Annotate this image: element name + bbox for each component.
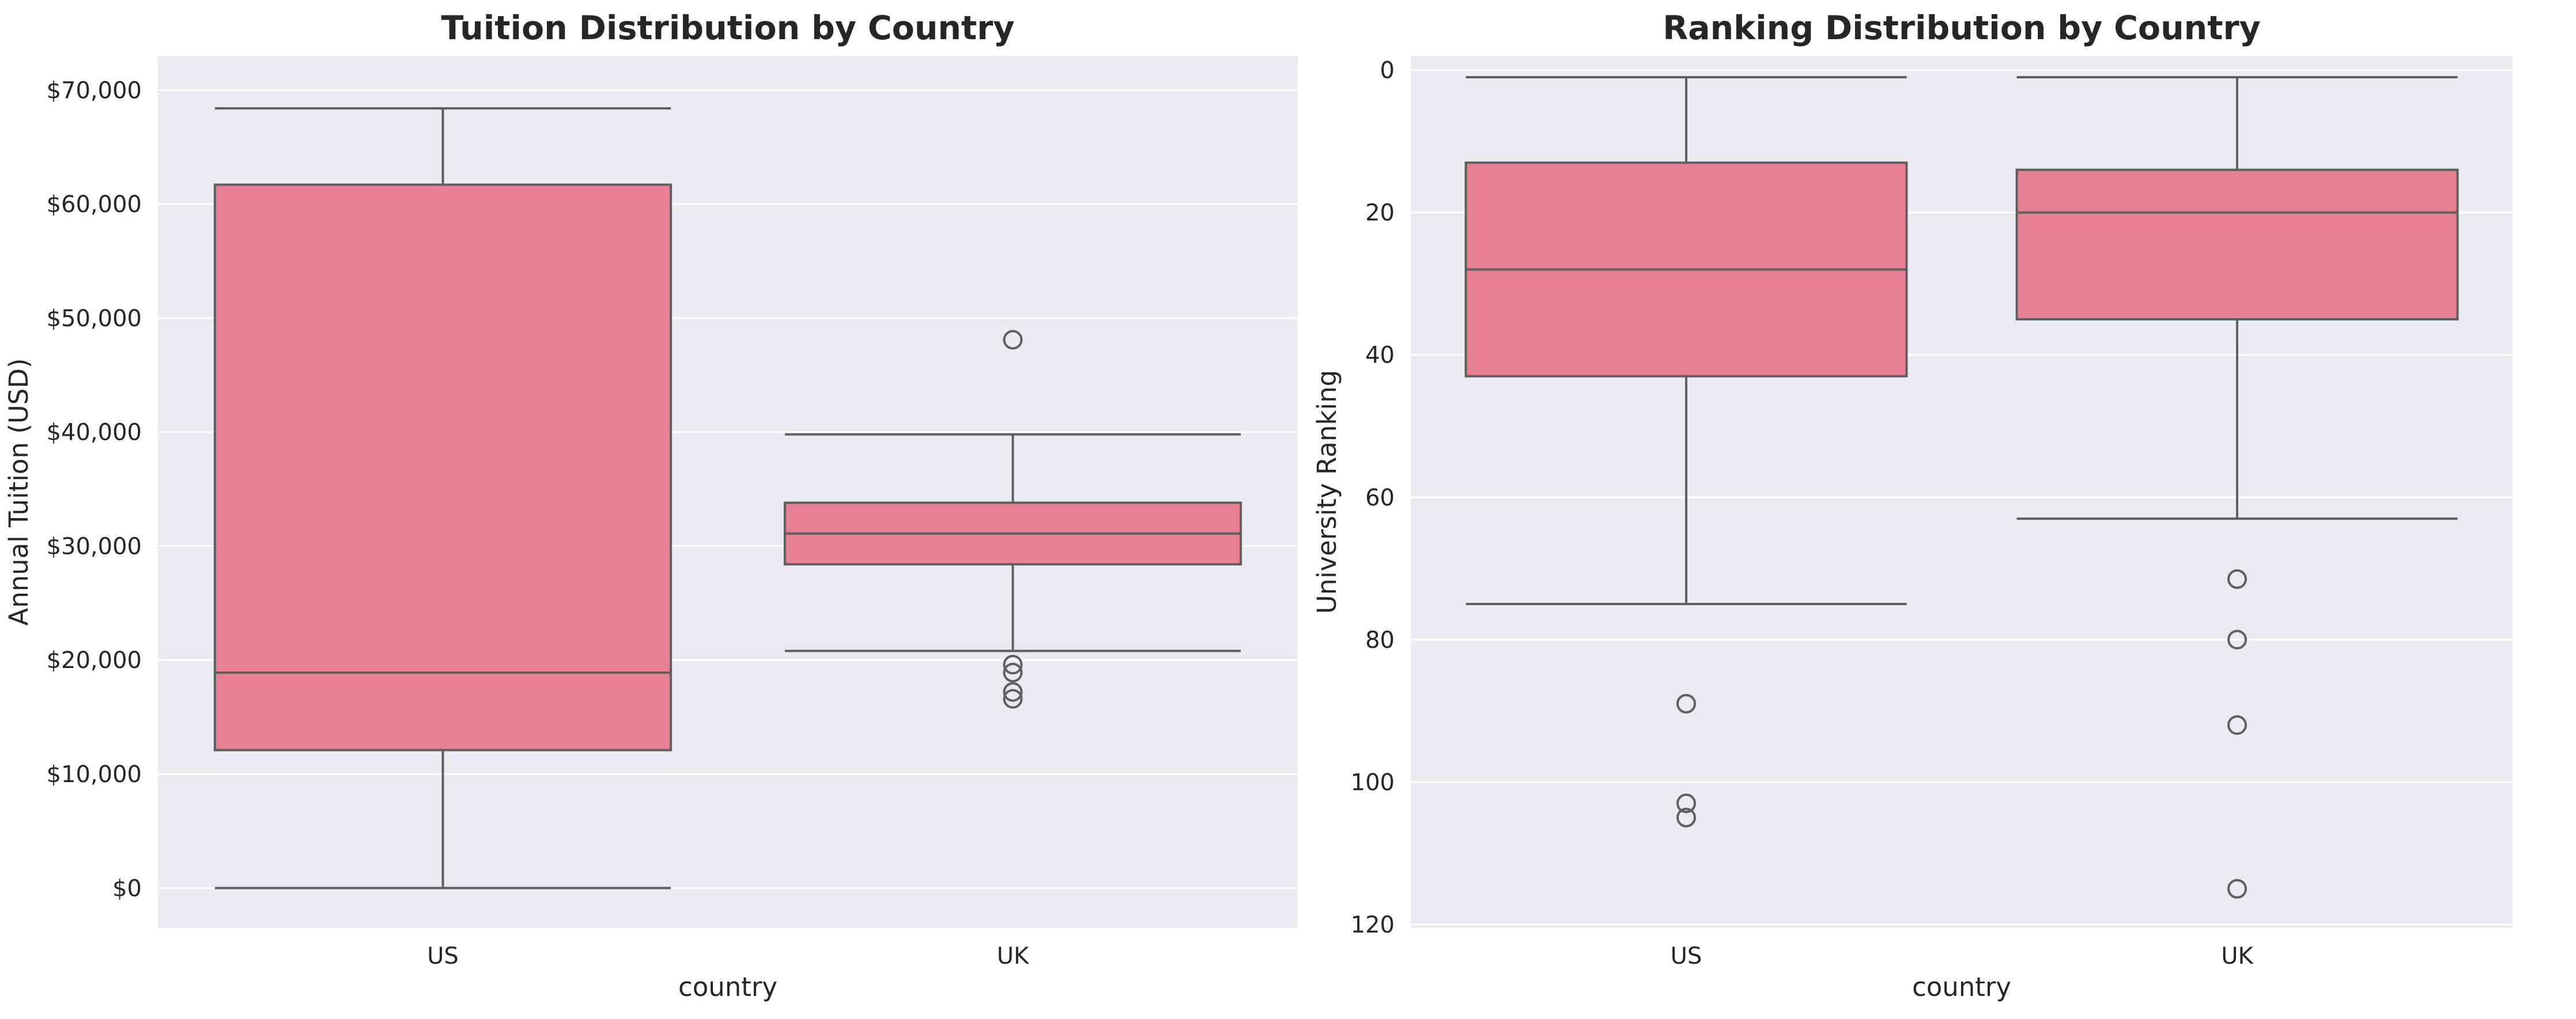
tuition-box-us [213, 107, 673, 889]
outlier-point [1676, 807, 1696, 828]
tuition-box-uk [783, 330, 1242, 709]
ranking-y-tick-label: 40 [1365, 342, 1395, 369]
tuition-y-tick-label: $40,000 [47, 420, 142, 446]
outlier-point [1003, 662, 1023, 682]
tuition-x-tick-label: UK [997, 943, 1030, 969]
ranking-chart-title: Ranking Distribution by Country [1663, 9, 2261, 47]
ranking-y-tick-label: 80 [1365, 627, 1395, 654]
tuition-y-tick-label: $50,000 [47, 305, 142, 332]
ranking-y-ticks: 0 20 40 60 80 100 120 [1351, 58, 1395, 938]
ranking-x-ticks: US UK [1671, 943, 2254, 969]
tuition-chart-title: Tuition Distribution by Country [441, 9, 1015, 47]
tuition-y-tick-label: $60,000 [47, 191, 142, 218]
outlier-point [1676, 793, 1696, 813]
ranking-x-axis-label: country [1912, 972, 2011, 1002]
outlier-point [1003, 689, 1023, 709]
tuition-y-tick-label: $20,000 [47, 647, 142, 674]
ranking-y-tick-label: 60 [1365, 485, 1395, 511]
outlier-point [1676, 693, 1696, 714]
tuition-y-tick-label: $10,000 [47, 761, 142, 788]
tuition-x-axis-label: country [678, 972, 777, 1002]
tuition-y-tick-label: $0 [112, 875, 142, 902]
outlier-point [1003, 655, 1023, 675]
ranking-y-tick-label: 20 [1365, 200, 1395, 227]
tuition-y-axis-label: Annual Tuition (USD) [3, 358, 34, 625]
ranking-y-tick-label: 0 [1380, 58, 1395, 84]
outlier-point [1003, 682, 1023, 702]
iqr-box [213, 183, 673, 752]
tuition-x-tick-label: US [427, 943, 459, 969]
ranking-box-uk [2015, 76, 2459, 899]
outlier-point [2227, 879, 2247, 899]
ranking-chart: 0 20 40 60 80 100 120 US UK Ranking Distributio… [1312, 9, 2513, 1002]
outlier-point [2227, 715, 2247, 735]
ranking-x-tick-label: US [1671, 943, 1702, 969]
tuition-y-tick-label: $70,000 [47, 77, 142, 104]
ranking-boxes [1464, 76, 2459, 899]
ranking-y-tick-label: 100 [1351, 769, 1395, 796]
tuition-y-tick-label: $30,000 [47, 533, 142, 560]
ranking-y-axis-label: University Ranking [1312, 370, 1342, 614]
outlier-point [2227, 629, 2247, 650]
outlier-point [2227, 569, 2247, 589]
ranking-x-tick-label: UK [2221, 943, 2254, 969]
tuition-boxes [213, 107, 1242, 889]
tuition-chart: $0 $10,000 $20,000 $30,000 $40,000 $50,000 $60… [3, 9, 1298, 1002]
ranking-y-tick-label: 120 [1351, 912, 1395, 938]
iqr-box [2015, 168, 2459, 320]
tuition-y-ticks: $0 $10,000 $20,000 $30,000 $40,000 $50,000 $60… [47, 77, 142, 901]
outlier-point [1003, 330, 1023, 350]
ranking-box-us [1464, 76, 1908, 828]
tuition-x-ticks: US UK [427, 943, 1030, 969]
